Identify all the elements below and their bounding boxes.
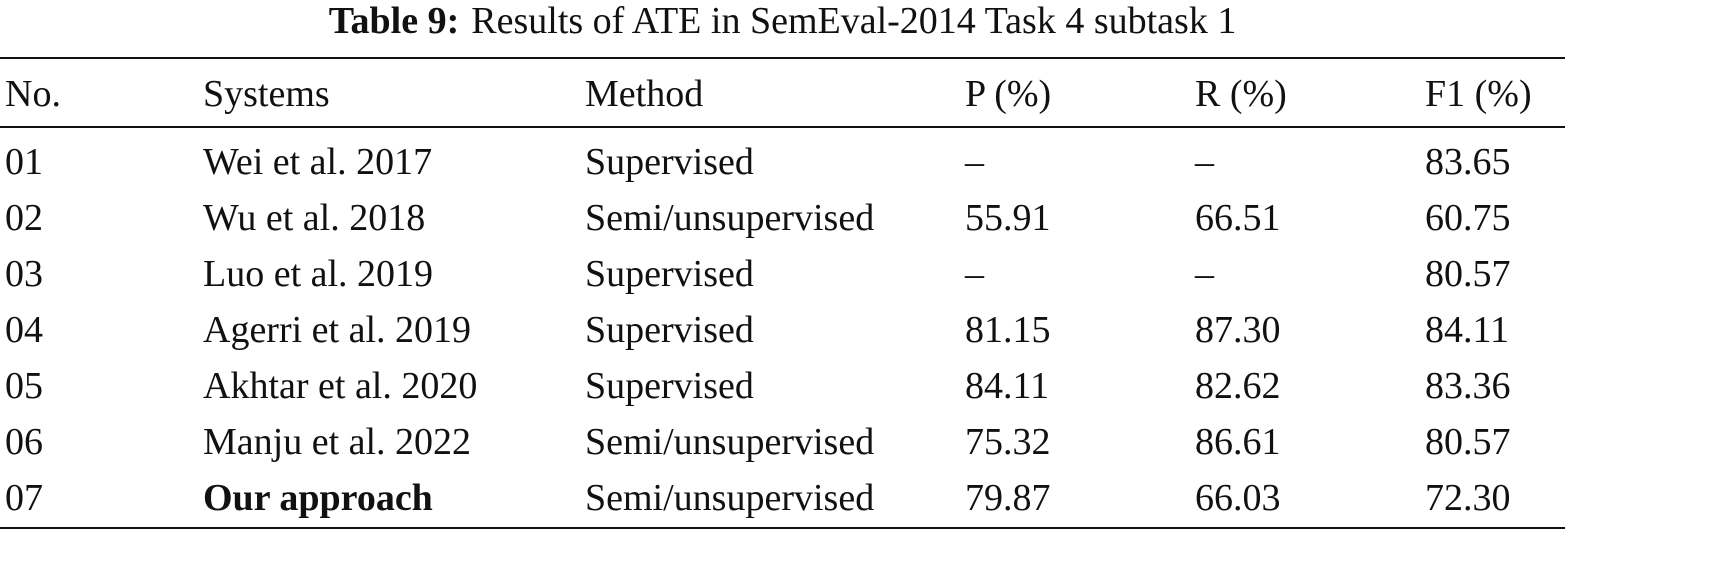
table-cell: Agerri et al. 2019 [203,309,472,351]
table-cell: Semi/unsupervised [585,421,875,463]
table-cell: 66.03 [1195,477,1281,519]
table-cell: 82.62 [1195,365,1281,407]
table-cell: 75.32 [965,421,1051,463]
table-cell: 66.51 [1195,197,1281,239]
table-cell: 80.57 [1425,421,1511,463]
caption-text: Results of ATE in SemEval-2014 Task 4 su… [471,0,1237,42]
header-cell: Systems [203,73,330,115]
bottom-rule [0,527,1565,529]
header-rule [0,126,1565,128]
table-cell: 72.30 [1425,477,1511,519]
table-cell: 80.57 [1425,253,1511,295]
table-cell: Supervised [585,365,754,407]
table-cell: 01 [5,141,43,183]
header-cell: No. [5,73,61,115]
table-cell: 83.36 [1425,365,1511,407]
table-cell: – [1195,141,1214,183]
table-cell: 03 [5,253,43,295]
table-cell: 83.65 [1425,141,1511,183]
top-rule [0,57,1565,59]
table-cell: 84.11 [965,365,1050,407]
caption: Table 9: Results of ATE in SemEval-2014 T… [0,0,1565,42]
table-cell: 05 [5,365,43,407]
table-cell: 84.11 [1425,309,1510,351]
table-cell: Supervised [585,253,754,295]
table-cell: 04 [5,309,43,351]
table-cell: 60.75 [1425,197,1511,239]
table-cell: – [965,253,984,295]
table-cell: 02 [5,197,43,239]
caption-label: Table 9: [328,0,460,42]
table-cell: 06 [5,421,43,463]
table-cell: Manju et al. 2022 [203,421,472,463]
table-cell: Supervised [585,309,754,351]
table-cell: 87.30 [1195,309,1281,351]
table-cell: 07 [5,477,43,519]
header-cell: P (%) [965,73,1052,115]
table-cell: Our approach [203,477,433,519]
table-cell: 55.91 [965,197,1051,239]
table-cell: 81.15 [965,309,1051,351]
table-cell: Luo et al. 2019 [203,253,434,295]
table-cell: Semi/unsupervised [585,477,875,519]
table-cell: 86.61 [1195,421,1281,463]
table-cell: Supervised [585,141,754,183]
header-cell: R (%) [1195,73,1287,115]
table-cell: – [965,141,984,183]
header-cell: Method [585,73,704,115]
table-cell: 79.87 [965,477,1051,519]
table-cell: Wu et al. 2018 [203,197,426,239]
table-cell: Semi/unsupervised [585,197,875,239]
table-cell: – [1195,253,1214,295]
header-cell: F1 (%) [1425,73,1532,115]
table-cell: Wei et al. 2017 [203,141,433,183]
table-cell: Akhtar et al. 2020 [203,365,478,407]
